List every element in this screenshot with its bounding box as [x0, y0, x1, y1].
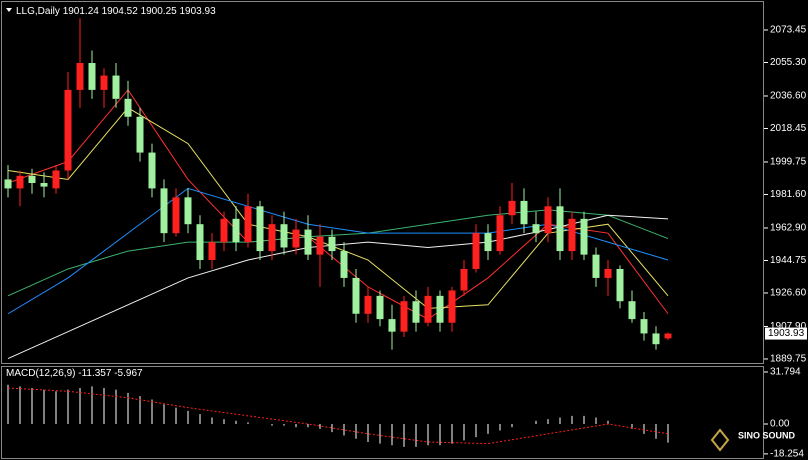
candle-body: [508, 200, 516, 216]
y-tick-label: 1926.60: [770, 288, 807, 299]
candle-body: [268, 224, 276, 252]
moving-average: [7, 107, 669, 309]
candle-body: [88, 63, 96, 90]
candle-body: [448, 290, 456, 323]
candle-body: [112, 75, 120, 99]
price-label: 1903.93: [768, 328, 805, 339]
candle-body: [16, 175, 24, 189]
candle-body: [544, 206, 552, 234]
y-tick-label: 2018.45: [770, 123, 807, 134]
macd-name: MACD(12,26,9): [6, 368, 75, 379]
close-value: 1903.93: [180, 6, 217, 17]
candle-body: [244, 206, 252, 243]
candle-body: [196, 224, 204, 261]
y-tick-label: 2055.30: [770, 57, 807, 68]
candle-body: [316, 236, 324, 255]
price-label-box: [765, 327, 807, 340]
candle-body: [496, 215, 504, 252]
candle-body: [280, 224, 288, 248]
candle-body: [484, 233, 492, 252]
candle-body: [124, 98, 132, 117]
y-tick-label: 31.794: [770, 367, 801, 378]
signal-line: [7, 387, 669, 445]
high-value: 1904.52: [102, 6, 139, 17]
candle-body: [76, 63, 84, 90]
price-panel: [1, 1, 764, 364]
low-value: 1900.25: [141, 6, 178, 17]
logo-text: SINO SOUND: [738, 430, 796, 440]
candle-body: [664, 333, 672, 339]
candle-body: [532, 224, 540, 234]
moving-average: [7, 89, 669, 320]
candle-body: [208, 242, 216, 261]
candle-body: [568, 218, 576, 252]
candle-body: [64, 89, 72, 171]
macd-value: -11.357: [78, 368, 112, 379]
candle-body: [148, 152, 156, 189]
candle-body: [592, 254, 600, 278]
symbol: LLG,Daily: [16, 6, 60, 17]
candle-body: [520, 200, 528, 225]
candle-body: [652, 333, 660, 345]
menu-arrow[interactable]: [6, 8, 12, 12]
candle-body: [436, 295, 444, 323]
y-tick-label: 2036.60: [770, 91, 807, 102]
y-tick-label: 1889.75: [770, 354, 807, 365]
candle-body: [424, 295, 432, 323]
candle-body: [220, 218, 228, 243]
chart-title: LLG,Daily 1901.24 1904.52 1900.25 1903.9…: [16, 6, 216, 17]
y-tick-label: 2073.45: [770, 25, 807, 36]
candle-body: [340, 251, 348, 278]
candle-body: [388, 319, 396, 332]
macd-panel: [1, 366, 764, 459]
candle-body: [292, 229, 300, 248]
signal-value: -5.967: [114, 368, 143, 379]
y-tick-label: 1981.60: [770, 189, 807, 200]
y-tick-label: 1944.75: [770, 255, 807, 266]
candle-body: [4, 179, 12, 189]
macd-title: MACD(12,26,9) -11.357 -5.967: [6, 368, 143, 379]
candle-body: [460, 268, 468, 291]
y-tick-label: 1999.75: [770, 157, 807, 168]
open-value: 1901.24: [63, 6, 100, 17]
candle-body: [412, 301, 420, 323]
candle-body: [172, 197, 180, 234]
candle-body: [604, 268, 612, 278]
candle-body: [400, 301, 408, 332]
candle-body: [352, 277, 360, 314]
candle-body: [136, 116, 144, 153]
candle-body: [376, 295, 384, 320]
candle-body: [556, 206, 564, 252]
candle-body: [328, 236, 336, 252]
candle-body: [640, 319, 648, 334]
candle-body: [28, 175, 36, 184]
candle-body: [616, 268, 624, 302]
candle-body: [580, 218, 588, 255]
y-tick-label: 1962.90: [770, 223, 807, 234]
candle-body: [52, 170, 60, 189]
candle-body: [256, 206, 264, 252]
candle-body: [184, 197, 192, 225]
candle-body: [628, 301, 636, 320]
y-tick-label: 1907.90: [770, 321, 807, 332]
y-tick-label: -18.254: [770, 449, 804, 460]
candle-body: [364, 295, 372, 314]
logo-icon: [710, 428, 730, 452]
candle-body: [100, 75, 108, 90]
candle-body: [472, 233, 480, 269]
y-tick-label: 0.00: [770, 419, 790, 430]
candle-body: [40, 183, 48, 187]
candle-body: [232, 218, 240, 243]
candle-body: [160, 188, 168, 234]
candle-body: [304, 229, 312, 255]
